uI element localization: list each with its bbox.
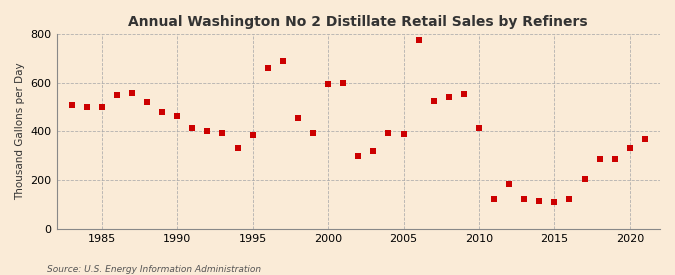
Point: [579, 177, 590, 181]
Point: [639, 137, 650, 141]
Point: [594, 157, 605, 162]
Point: [292, 116, 303, 120]
Point: [127, 90, 138, 95]
Title: Annual Washington No 2 Distillate Retail Sales by Refiners: Annual Washington No 2 Distillate Retail…: [128, 15, 588, 29]
Point: [398, 132, 409, 136]
Point: [157, 110, 167, 114]
Point: [217, 131, 228, 135]
Point: [142, 100, 153, 104]
Point: [66, 103, 77, 107]
Point: [308, 131, 319, 135]
Point: [413, 38, 424, 43]
Point: [338, 81, 348, 85]
Point: [383, 131, 394, 135]
Point: [443, 95, 454, 100]
Point: [504, 182, 514, 186]
Point: [353, 153, 364, 158]
Point: [323, 82, 333, 86]
Point: [111, 93, 122, 97]
Point: [549, 200, 560, 205]
Point: [187, 126, 198, 130]
Point: [172, 114, 183, 118]
Point: [519, 197, 530, 202]
Point: [489, 197, 500, 202]
Y-axis label: Thousand Gallons per Day: Thousand Gallons per Day: [15, 63, 25, 200]
Point: [458, 92, 469, 96]
Point: [624, 146, 635, 151]
Point: [474, 126, 485, 130]
Point: [610, 157, 620, 162]
Point: [429, 99, 439, 103]
Point: [368, 149, 379, 153]
Point: [247, 133, 258, 137]
Point: [534, 199, 545, 203]
Point: [277, 59, 288, 63]
Point: [97, 105, 107, 109]
Text: Source: U.S. Energy Information Administration: Source: U.S. Energy Information Administ…: [47, 265, 261, 274]
Point: [263, 66, 273, 70]
Point: [202, 129, 213, 134]
Point: [564, 197, 575, 202]
Point: [232, 146, 243, 151]
Point: [81, 105, 92, 109]
